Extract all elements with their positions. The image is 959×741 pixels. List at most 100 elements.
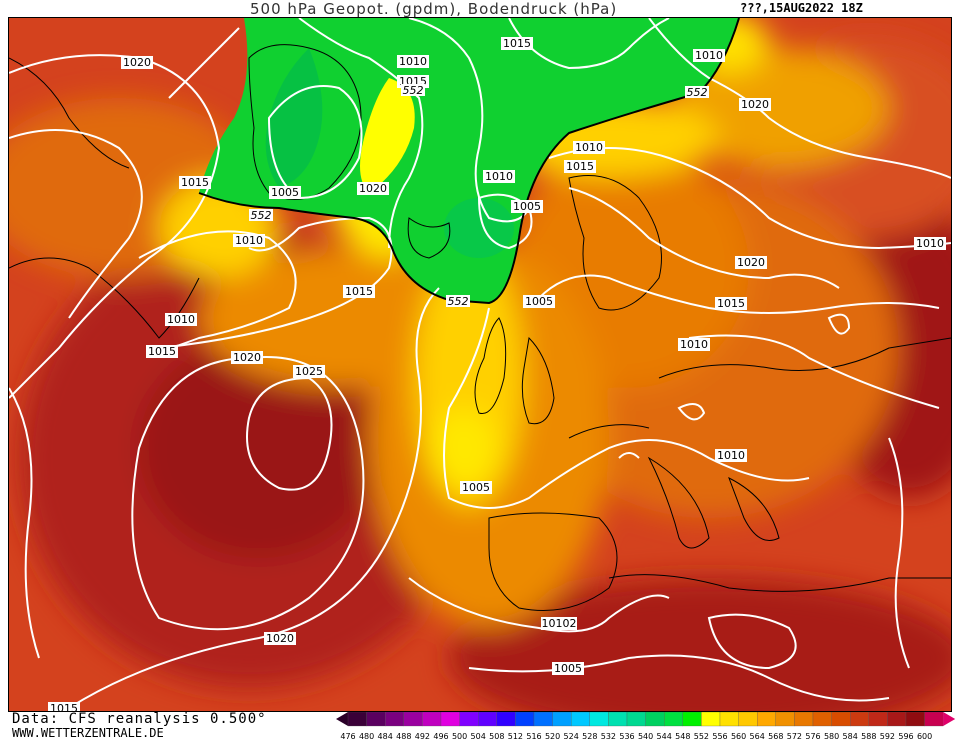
scale-tick-label: 492 [415,732,430,741]
scale-tick-label: 572 [787,732,802,741]
scale-swatch [589,712,609,727]
isobar-label: 1015 [181,176,209,189]
scale-swatch [887,712,907,727]
isobar-label: 1010 [235,234,263,247]
scale-tick-label: 544 [657,732,672,741]
website-link[interactable]: WWW.WETTERZENTRALE.DE [12,726,164,740]
height-label: 552 [251,209,272,222]
scale-swatch [403,712,423,727]
color-scale: 476 480 484 488 492 496 500 504 508 512 516 520 524 5… [336,712,958,741]
scale-tick-label: 500 [452,732,467,741]
scale-tick-label: 476 [340,732,355,741]
scale-swatch [440,712,460,727]
height-label-group: 552 552 552 552 [249,84,709,308]
scale-swatch [738,712,758,727]
scale-swatch [701,712,721,727]
scale-swatch [366,712,386,727]
scale-tick-label: 536 [619,732,634,741]
scale-swatch [831,712,851,727]
scale-tick-label: 496 [433,732,448,741]
scale-swatch [496,712,516,727]
data-source: Data: CFS reanalysis 0.500° [12,711,267,727]
trough-area [199,18,739,303]
scale-tick-label: 516 [526,732,541,741]
scale-swatch [924,712,944,727]
scale-tick-label: 540 [638,732,653,741]
scale-swatch [645,712,665,727]
scale-swatch [608,712,628,727]
scale-tick-label: 508 [489,732,504,741]
scale-tick-label: 504 [471,732,486,741]
scale-swatch [905,712,925,727]
isobar-label: 1005 [462,481,490,494]
scale-tick-label: 576 [805,732,820,741]
isobar-label: 1010 [485,170,513,183]
isobar-label: 1010 [167,313,195,326]
isobar-label: 1015 [345,285,373,298]
isobar-label: 1010 [695,49,723,62]
scale-tick-label: 524 [564,732,579,741]
scale-swatch [812,712,832,727]
scale-swatch [757,712,776,727]
scale-swatch [515,712,535,727]
scale-swatch [868,712,888,727]
isobar-label: 1020 [359,182,387,195]
isobar-label: 1015 [50,702,78,711]
scale-tick-label: 556 [712,732,727,741]
height-label: 552 [448,295,469,308]
scale-swatch [459,712,479,727]
isobar-label: 1015 [717,297,745,310]
scale-swatch [347,712,367,727]
isobar-label: 1005 [525,295,553,308]
coastlines [9,44,951,611]
isobar-label: 1005 [271,186,299,199]
isobar-label: 1020 [233,351,261,364]
isobar-label: 1020 [266,632,294,645]
isobar-label: 1005 [513,200,541,213]
isobar-label: 1010 [575,141,603,154]
scale-tick-label: 552 [694,732,709,741]
isobar-label: 1015 [566,160,594,173]
isobar-label: 1020 [737,256,765,269]
isobar-label: 1010 [717,449,745,462]
map-canvas: 1020 1015 1015 1010 1015 1005 1020 1010 … [9,18,951,711]
scale-swatch [664,712,683,727]
scale-swatch [422,712,442,727]
height-label: 552 [687,86,708,99]
contour-552 [198,18,740,305]
scale-swatch [682,712,702,727]
isobar-label: 1025 [295,365,323,378]
scale-tick-label: 588 [861,732,876,741]
isobar-label: 1010 [680,338,708,351]
scale-tick-label: 548 [675,732,690,741]
isobar-label: 1010 [399,55,427,68]
scale-swatch [552,712,572,727]
scale-tick-label: 484 [378,732,393,741]
height-label: 552 [403,84,424,97]
scale-tick-label: 568 [768,732,783,741]
isobar-label: 1010 [916,237,944,250]
scale-swatch [533,712,553,727]
scale-tick-label: 560 [731,732,746,741]
isobar-label: 1015 [503,37,531,50]
scale-swatch [719,712,739,727]
scale-swatch [850,712,869,727]
scale-swatch [775,712,795,727]
scale-tick-label: 532 [601,732,616,741]
chart-title: 500 hPa Geopot. (gpdm), Bodendruck (hPa) [250,0,618,18]
scale-swatch [478,712,497,727]
scale-tick-label: 520 [545,732,560,741]
isobar-label: 1015 [148,345,176,358]
scale-tick-label: 600 [917,732,932,741]
isobar-label: 1020 [123,56,151,69]
isobar-label: 1005 [554,662,582,675]
scale-tick-label: 528 [582,732,597,741]
isobar-label-group: 1020 1015 1015 1010 1015 1005 1020 1010 … [48,37,946,711]
scale-tick-label: 592 [880,732,895,741]
scale-tick-label: 488 [396,732,411,741]
scale-tick-label: 580 [824,732,839,741]
scale-swatch [626,712,646,727]
color-scale-svg: 476 480 484 488 492 496 500 504 508 512 516 520 524 5… [336,712,956,741]
scale-arrow-left [336,712,348,726]
scale-swatch [794,712,814,727]
